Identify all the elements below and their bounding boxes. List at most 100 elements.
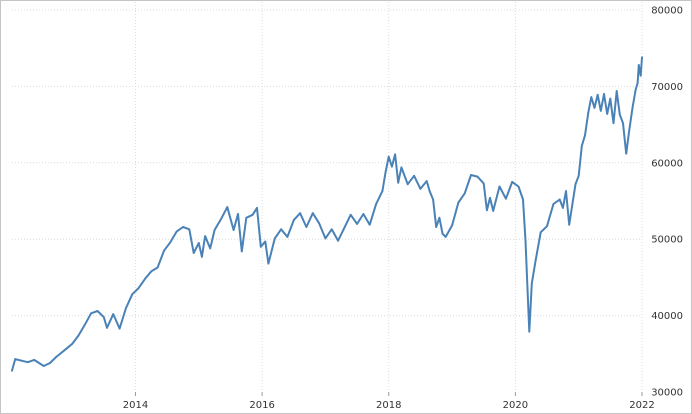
data-point: [486, 209, 488, 212]
data-point: [571, 203, 574, 206]
data-point: [118, 327, 121, 330]
data-point: [286, 236, 289, 238]
data-point: [615, 90, 618, 92]
data-point: [432, 198, 434, 201]
data-point: [280, 228, 282, 231]
data-point: [144, 278, 146, 280]
data-point: [425, 180, 428, 183]
data-point: [42, 365, 45, 367]
data-point: [169, 241, 172, 244]
data-point: [625, 152, 628, 155]
data-point: [565, 190, 567, 193]
data-point: [641, 56, 643, 59]
data-point: [522, 198, 524, 201]
data-point: [311, 212, 314, 215]
data-point: [413, 174, 415, 177]
data-point: [562, 207, 564, 209]
data-point: [492, 210, 495, 212]
data-point: [463, 192, 466, 195]
data-point: [49, 362, 51, 364]
data-point: [337, 239, 339, 242]
data-point: [482, 182, 485, 185]
data-point: [96, 310, 99, 312]
x-tick-label: 2020: [503, 400, 528, 411]
data-point: [429, 190, 431, 193]
data-point: [125, 307, 127, 309]
data-point: [631, 106, 634, 109]
data-point: [64, 348, 67, 351]
data-point: [112, 313, 115, 315]
data-point: [580, 145, 583, 147]
data-point: [273, 237, 276, 240]
data-point: [368, 223, 371, 226]
data-point: [438, 216, 441, 219]
data-point: [245, 216, 248, 219]
data-point: [150, 270, 153, 273]
data-point: [192, 252, 195, 254]
data-point: [106, 326, 108, 329]
x-tick-label: 2022: [629, 400, 654, 411]
data-point: [558, 198, 561, 201]
data-point: [356, 223, 358, 225]
data-point: [528, 330, 531, 333]
data-point: [400, 166, 403, 169]
data-point: [90, 312, 92, 315]
data-point: [546, 225, 548, 228]
data-point: [251, 213, 254, 216]
data-point: [259, 245, 262, 248]
data-point: [612, 122, 615, 124]
data-point: [470, 174, 472, 176]
x-tick-label: 2018: [376, 400, 401, 411]
data-point: [435, 226, 438, 228]
data-point: [226, 206, 229, 209]
data-point: [394, 153, 396, 156]
data-point: [552, 203, 555, 206]
y-tick-label: 50000: [651, 235, 683, 246]
data-point: [156, 266, 159, 269]
data-point: [419, 187, 422, 190]
data-point: [188, 228, 191, 231]
data-point: [163, 249, 165, 252]
data-point: [330, 228, 333, 231]
y-tick-label: 70000: [651, 82, 683, 93]
data-point: [305, 226, 308, 228]
y-tick-label: 30000: [651, 388, 683, 399]
data-point: [441, 233, 444, 235]
data-point: [637, 64, 640, 66]
data-point: [292, 219, 295, 222]
data-point: [26, 361, 29, 364]
data-point: [530, 282, 533, 285]
data-point: [324, 237, 327, 240]
data-point: [197, 242, 200, 244]
y-tick-label: 40000: [651, 311, 683, 322]
data-point: [539, 231, 542, 234]
data-point: [237, 213, 239, 215]
data-point: [587, 112, 590, 114]
data-point: [609, 97, 612, 100]
data-point: [511, 181, 514, 183]
data-point: [14, 358, 17, 360]
data-point: [628, 129, 631, 131]
data-point: [603, 93, 605, 95]
data-point: [71, 343, 74, 345]
data-point: [182, 226, 184, 228]
data-point: [505, 197, 507, 200]
data-point: [77, 334, 80, 337]
data-point: [590, 96, 593, 98]
data-point: [137, 287, 140, 289]
data-point: [267, 262, 270, 265]
data-point: [599, 109, 602, 112]
data-point: [606, 113, 609, 115]
data-point: [444, 236, 447, 238]
data-point: [175, 230, 178, 233]
data-point: [406, 183, 409, 186]
series-layer: [11, 56, 643, 372]
data-point: [33, 359, 36, 361]
data-point: [83, 323, 86, 326]
data-point: [636, 82, 639, 85]
data-point: [451, 224, 453, 227]
data-point: [517, 185, 520, 188]
data-point: [534, 259, 537, 262]
